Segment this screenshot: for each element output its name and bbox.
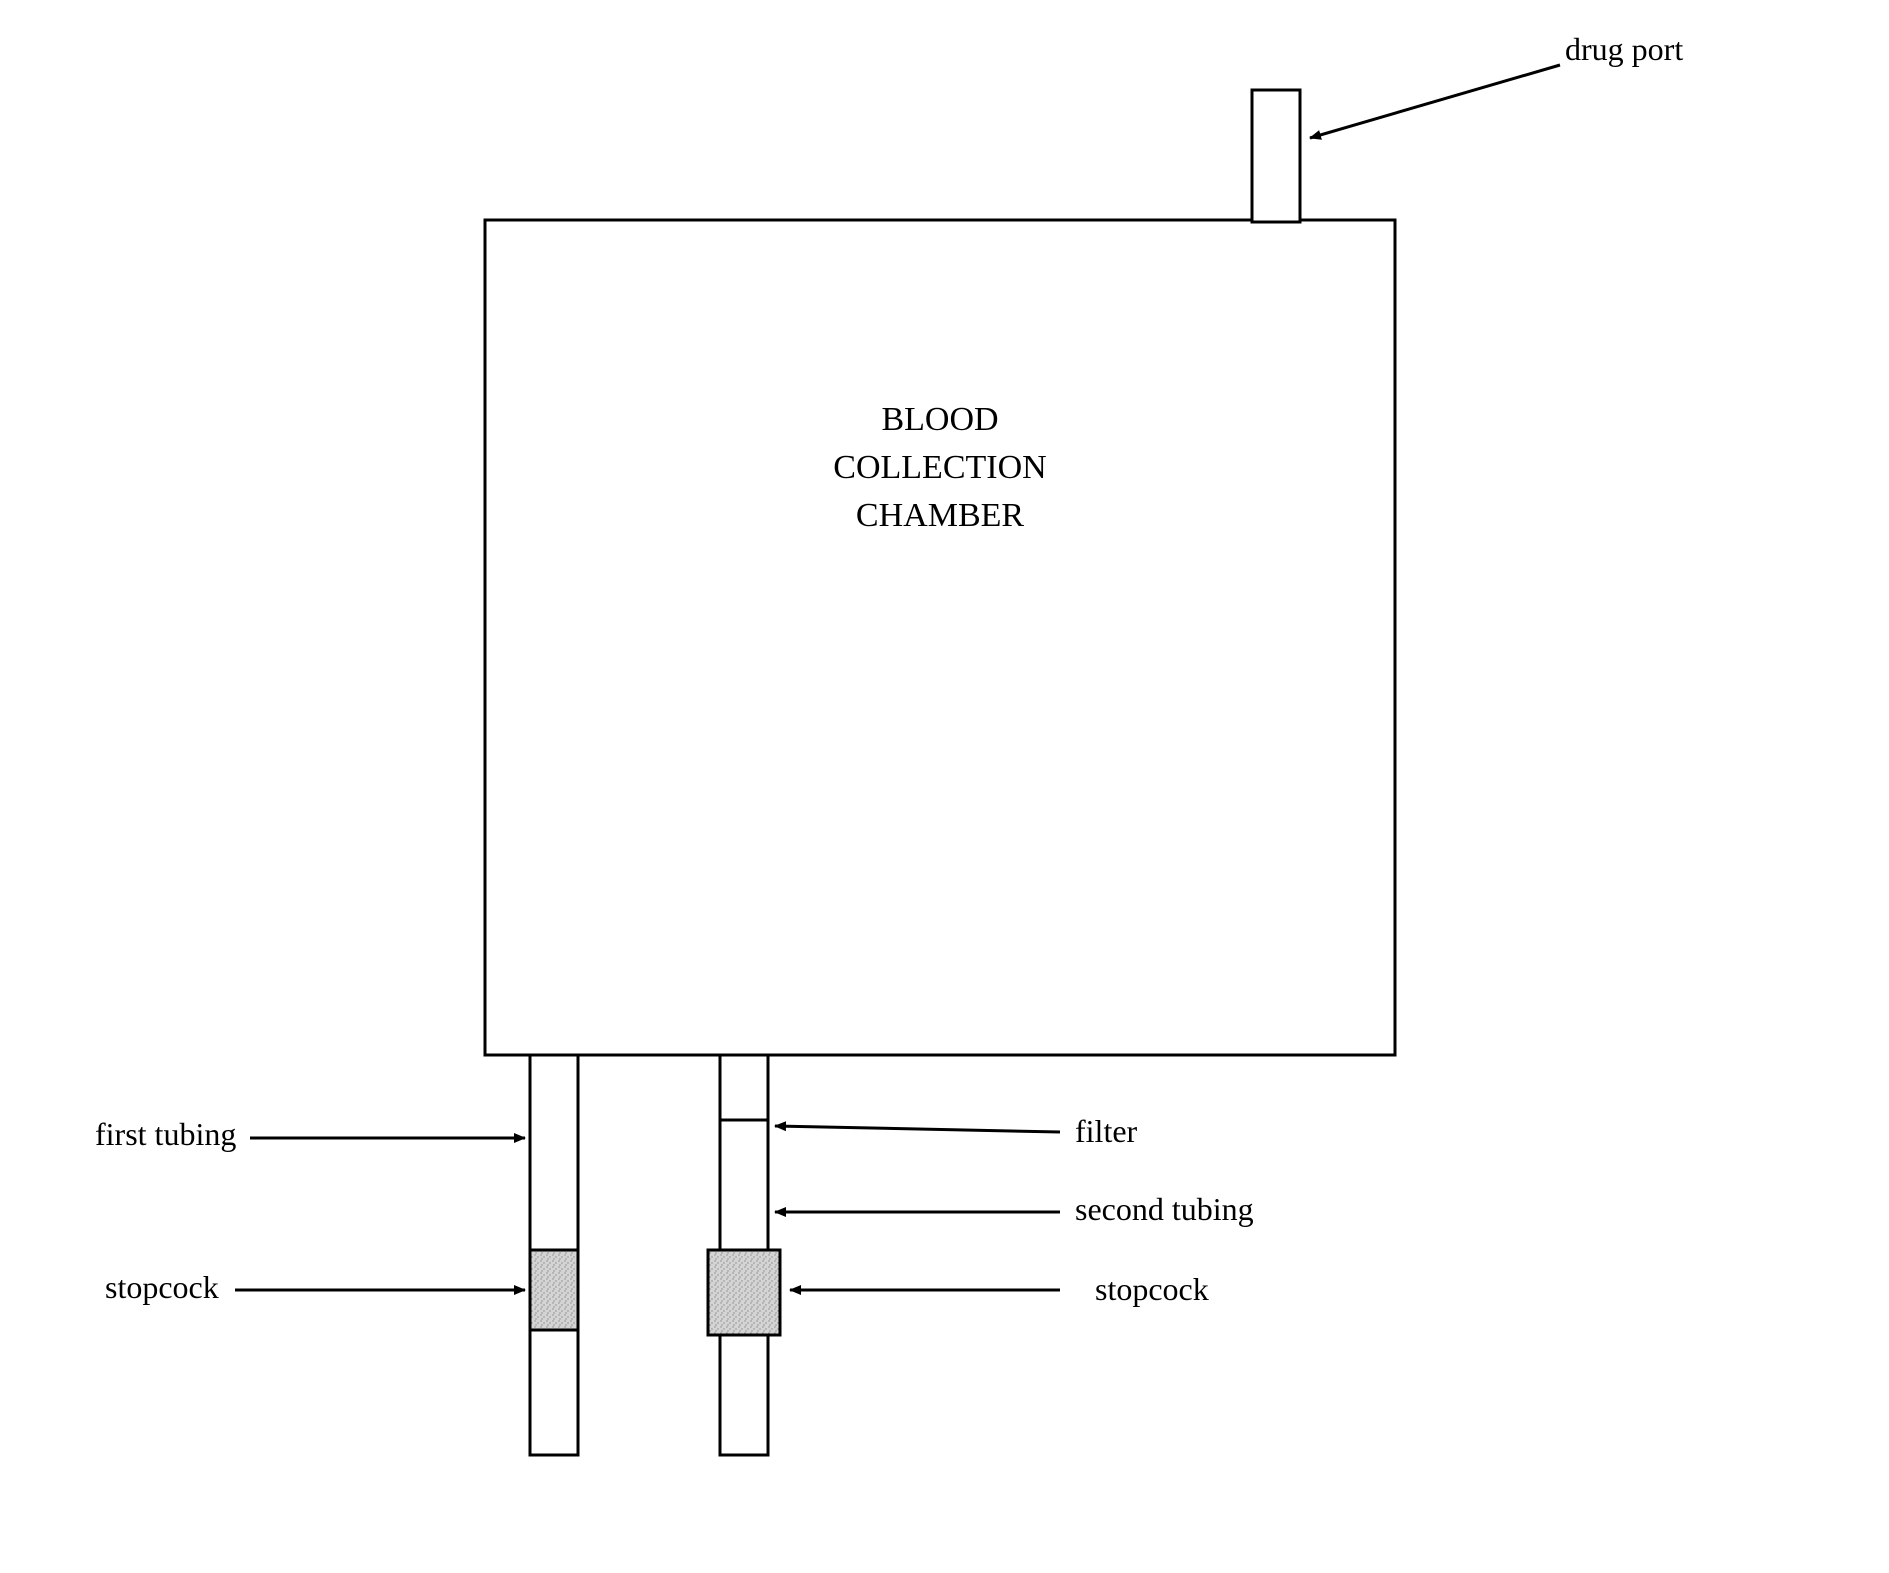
blood-collection-chamber xyxy=(485,220,1395,1055)
second-tubing-label: second tubing xyxy=(1075,1191,1254,1227)
drug-port-arrow xyxy=(1310,65,1560,138)
filter-label: filter xyxy=(1075,1113,1138,1149)
chamber-label-line1: BLOOD xyxy=(881,401,998,438)
chamber-label-line3: CHAMBER xyxy=(856,497,1024,534)
stopcock-left-label: stopcock xyxy=(105,1269,219,1305)
chamber-label-line2: COLLECTION xyxy=(833,449,1046,486)
first-tubing-label: first tubing xyxy=(95,1116,236,1152)
stopcock-right xyxy=(708,1250,780,1335)
filter-arrow xyxy=(775,1126,1060,1132)
stopcock-right-label: stopcock xyxy=(1095,1271,1209,1307)
stopcock-left xyxy=(530,1250,578,1330)
blood-collection-diagram: BLOOD COLLECTION CHAMBER drug port first… xyxy=(0,0,1889,1573)
drug-port xyxy=(1252,90,1300,222)
drug-port-label: drug port xyxy=(1565,31,1683,67)
